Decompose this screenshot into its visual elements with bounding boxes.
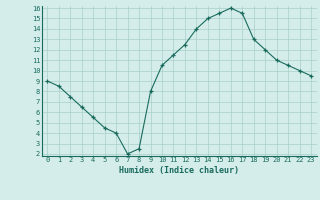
X-axis label: Humidex (Indice chaleur): Humidex (Indice chaleur)	[119, 166, 239, 175]
